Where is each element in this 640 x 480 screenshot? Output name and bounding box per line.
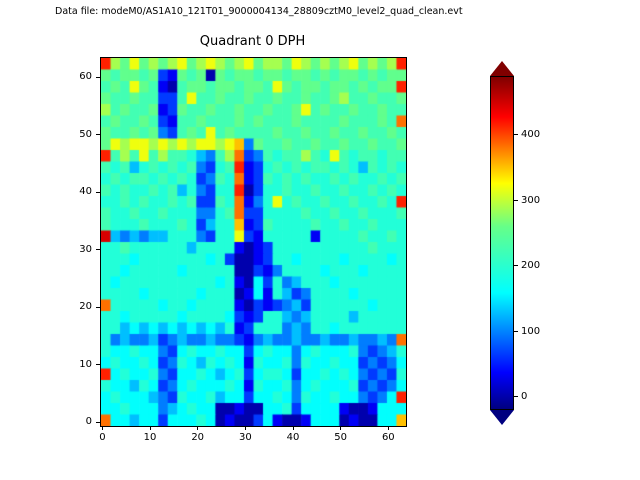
heatmap-plot xyxy=(101,58,406,426)
x-tick-label: 10 xyxy=(143,432,157,443)
y-tick-mark xyxy=(96,76,100,78)
colorbar-extend-max-arrow xyxy=(490,61,514,76)
colorbar-tick-label: 200 xyxy=(521,260,541,272)
x-tick-mark xyxy=(149,426,151,430)
colorbar-tick-mark xyxy=(514,199,518,201)
x-tick-mark xyxy=(387,426,389,430)
x-tick-mark xyxy=(244,426,246,430)
y-tick-mark xyxy=(96,249,100,251)
colorbar-tick-mark xyxy=(514,134,518,136)
x-tick-label: 40 xyxy=(286,432,300,443)
plot-area xyxy=(100,57,407,427)
x-tick-mark xyxy=(292,426,294,430)
colorbar-tick-mark xyxy=(514,330,518,332)
colorbar-tick-mark xyxy=(514,265,518,267)
colorbar-tick-label: 300 xyxy=(521,194,541,206)
colorbar-extend-min-arrow xyxy=(490,410,514,425)
chart-title: Quadrant 0 DPH xyxy=(199,34,306,49)
y-tick-mark xyxy=(96,191,100,193)
colorbar-tick-label: 100 xyxy=(521,325,541,337)
y-tick-mark xyxy=(96,134,100,136)
x-tick-label: 0 xyxy=(99,432,106,443)
y-tick-label: 40 xyxy=(79,186,92,198)
y-tick-mark xyxy=(96,306,100,308)
y-tick-label: 50 xyxy=(79,128,92,140)
x-tick-label: 50 xyxy=(334,432,348,443)
x-tick-label: 60 xyxy=(381,432,395,443)
x-tick-mark xyxy=(340,426,342,430)
x-tick-mark xyxy=(101,426,103,430)
y-tick-mark xyxy=(96,421,100,423)
x-tick-mark xyxy=(197,426,199,430)
colorbar xyxy=(490,76,514,410)
y-tick-mark xyxy=(96,364,100,366)
y-tick-label: 0 xyxy=(85,416,92,428)
x-tick-label: 20 xyxy=(191,432,205,443)
y-tick-label: 10 xyxy=(79,358,92,370)
y-tick-label: 20 xyxy=(79,301,92,313)
datafile-annotation: Data file: modeM0/AS1A10_121T01_90000041… xyxy=(55,6,463,17)
colorbar-tick-label: 400 xyxy=(521,129,541,141)
colorbar-tick-mark xyxy=(514,396,518,398)
y-tick-label: 30 xyxy=(79,243,92,255)
y-tick-label: 60 xyxy=(79,71,92,83)
x-tick-label: 30 xyxy=(238,432,252,443)
colorbar-tick-label: 0 xyxy=(521,391,528,403)
